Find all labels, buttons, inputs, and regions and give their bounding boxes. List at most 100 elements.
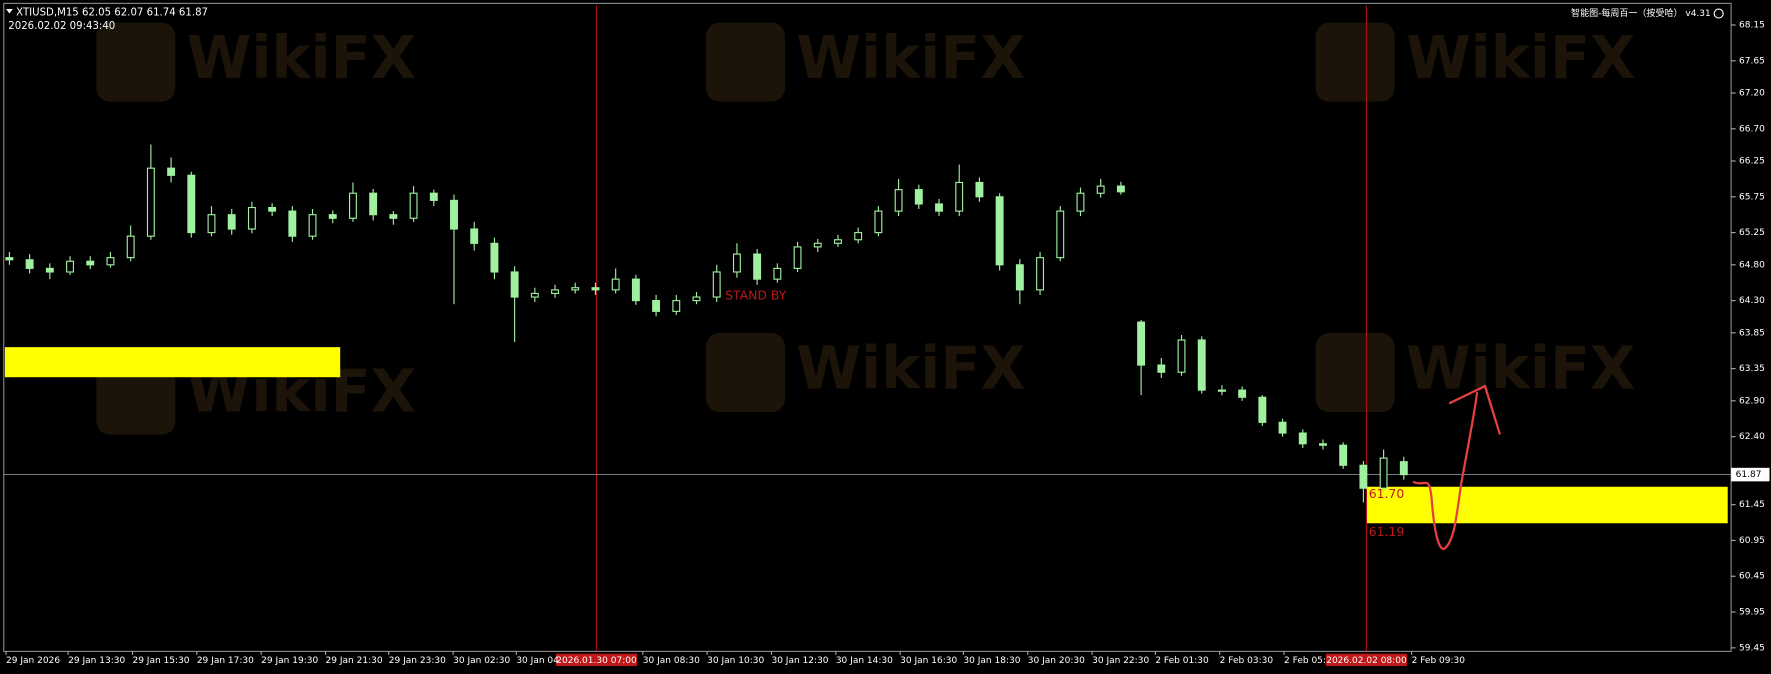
- candle-body: [106, 257, 115, 266]
- y-tick-label: 64.80: [1739, 260, 1765, 270]
- x-tick-label: 30 Jan 02:30: [453, 656, 510, 666]
- candle-body: [672, 300, 681, 312]
- candle-body: [773, 267, 782, 280]
- x-tick-label: 30 Jan 10:30: [707, 656, 764, 666]
- vline-label-bg: [555, 653, 638, 667]
- x-tick-label: 2 Feb 01:30: [1155, 656, 1209, 666]
- y-tick-label: 67.65: [1739, 56, 1765, 66]
- watermark-logo: [1315, 333, 1395, 413]
- candle-body: [349, 192, 357, 219]
- zone: [4, 347, 341, 378]
- zone-label: 61.19: [1369, 524, 1405, 539]
- y-tick-label: 68.15: [1739, 20, 1765, 30]
- candle-body: [753, 253, 762, 280]
- candle-body: [167, 167, 176, 176]
- candle-body: [490, 242, 499, 273]
- candle-body: [429, 192, 438, 201]
- candle-body: [793, 246, 802, 269]
- x-tick-label: 29 Jan 23:30: [389, 656, 446, 666]
- indicator-label: 智能图-每周百一（按受哈） v4.31: [1571, 7, 1711, 19]
- x-tick-label: 30 Jan 14:30: [836, 656, 893, 666]
- y-tick-label: 61.45: [1739, 500, 1765, 510]
- candle-body: [1217, 389, 1226, 392]
- candle-body: [1056, 210, 1065, 259]
- x-tick-label: 2 Feb 05:: [1284, 656, 1326, 666]
- zone-label: 61.70: [1369, 486, 1405, 501]
- symbol-header: XTIUSD,M15 62.05 62.07 61.74 61.87: [16, 7, 208, 18]
- watermark-text: WikiFX: [1406, 24, 1635, 92]
- x-tick-label: 30 Jan 20:30: [1028, 656, 1085, 666]
- y-tick-label: 59.45: [1739, 643, 1765, 653]
- candle-body: [1258, 396, 1267, 423]
- candle-body: [1238, 389, 1247, 398]
- candle-body: [1339, 444, 1348, 466]
- candle-body: [126, 235, 135, 259]
- vline-label: 2026.02.02 08:00: [1326, 656, 1407, 666]
- candle-body: [652, 300, 661, 312]
- x-tick-label: 29 Jan 17:30: [197, 656, 254, 666]
- candle-body: [1319, 443, 1327, 446]
- candle-body: [409, 192, 418, 219]
- watermark-text: WikiFX: [187, 24, 416, 92]
- candle-body: [1076, 192, 1085, 212]
- y-tick-label: 65.75: [1739, 192, 1765, 202]
- candle-body: [530, 292, 539, 298]
- candle-body: [611, 278, 620, 291]
- x-tick-label: 29 Jan 21:30: [326, 656, 383, 666]
- watermark-logo: [1315, 22, 1395, 102]
- candle-body: [712, 271, 721, 298]
- candle-body: [935, 203, 943, 212]
- candle-body: [955, 181, 964, 212]
- x-tick-label: 29 Jan 2026: [6, 656, 60, 666]
- x-tick-label: 30 Jan 04: [516, 656, 559, 666]
- plot-frame: [3, 2, 1732, 652]
- candle-body: [25, 259, 34, 269]
- indicator-icon: [1713, 8, 1724, 19]
- last-price-box: [1731, 467, 1770, 482]
- candle-body: [288, 210, 297, 237]
- vline-label: 2026.01.30 07:00: [556, 656, 637, 666]
- candle-body: [894, 189, 903, 212]
- vline-label-bg: [1325, 653, 1408, 667]
- watermark-text: WikiFX: [796, 24, 1025, 92]
- y-tick-label: 62.90: [1739, 396, 1765, 406]
- candle-body: [207, 214, 216, 234]
- x-tick-label: 30 Jan 22:30: [1092, 656, 1149, 666]
- y-tick-label: 66.70: [1739, 124, 1765, 134]
- candle-body: [450, 199, 458, 230]
- candle-body: [227, 214, 236, 230]
- zone: [1366, 486, 1728, 524]
- y-tick-label: 64.30: [1739, 296, 1765, 306]
- candle-body: [146, 167, 155, 237]
- y-tick-label: 60.45: [1739, 572, 1765, 582]
- candle-body: [1379, 457, 1388, 489]
- candle-body: [86, 260, 95, 266]
- y-tick-label: 66.25: [1739, 157, 1765, 167]
- plot: 61.70 61.19: [3, 5, 1732, 652]
- x-tick-label: 29 Jan 19:30: [261, 656, 318, 666]
- candle-body: [45, 267, 54, 273]
- y-tick-label: 65.25: [1739, 228, 1765, 238]
- candle-body: [268, 206, 277, 212]
- candle-body: [874, 210, 883, 234]
- candle-body: [389, 214, 398, 219]
- candle-body: [1278, 421, 1287, 434]
- candle-body: [692, 296, 701, 302]
- candle-body: [1298, 432, 1307, 445]
- candle-body: [369, 192, 378, 216]
- candle-body: [247, 206, 256, 230]
- y-tick-label: 60.95: [1739, 536, 1765, 546]
- candle-body: [732, 253, 741, 273]
- x-tick-label: 30 Jan 08:30: [643, 656, 700, 666]
- watermark-logo: [96, 22, 176, 102]
- candle-body: [1096, 185, 1105, 194]
- candle-body: [470, 228, 479, 244]
- candle-body: [995, 196, 1004, 266]
- y-tick-label: 59.95: [1739, 608, 1765, 618]
- candle-body: [813, 242, 822, 248]
- candle-body: [571, 287, 580, 291]
- candle-body: [1359, 464, 1368, 489]
- hand-drawn-arrow: [1412, 384, 1501, 550]
